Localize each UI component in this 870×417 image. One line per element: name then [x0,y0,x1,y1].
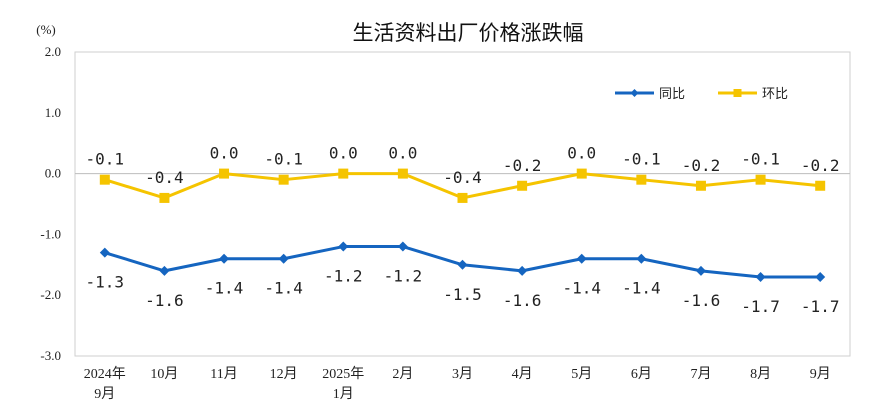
point-yoy [576,253,587,264]
point-yoy [99,247,110,258]
y-tick-label: -2.0 [40,287,61,302]
data-label: -1.4 [622,279,661,298]
point-yoy [159,265,170,276]
data-label: -1.4 [562,279,601,298]
point-mom [159,192,170,203]
plot-area [74,51,851,357]
data-label: -1.4 [264,279,303,298]
y-tick-label: 0.0 [45,166,61,181]
x-axis: 2024年 9月 10月 11月 12月 2025年 1月 2月 3月 4月 5月 6月 7月 8月 9月 [84,366,831,402]
point-mom [397,168,408,179]
data-label: -1.5 [443,285,482,304]
series-group [99,168,826,282]
point-mom [755,174,766,185]
y-tick-label: -1.0 [40,226,61,241]
point-mom [576,168,587,179]
x-tick-label: 7月 [690,366,711,382]
x-tick-label: 2024年 9月 [84,366,126,402]
data-label: -0.2 [801,156,840,175]
data-label: -0.4 [145,168,184,187]
x-tick-label: 11月 [210,366,237,382]
chart-title: 生活资料出厂价格涨跌幅 [353,21,584,45]
point-yoy [695,265,706,276]
point-yoy [517,265,528,276]
x-tick-label: 2月 [392,366,413,382]
point-yoy [219,253,230,264]
data-label: -1.7 [801,297,840,316]
point-mom [219,168,230,179]
point-yoy [278,253,289,264]
data-label: -1.6 [145,291,184,310]
data-label: -0.1 [741,150,780,169]
y-axis-unit: (%) [36,22,56,37]
point-mom [99,174,110,185]
data-label: -1.6 [682,291,721,310]
x-tick-label: 3月 [452,366,473,382]
x-tick-label: 10月 [150,366,178,382]
y-axis: 2.0 1.0 0.0 -1.0 -2.0 -3.0 [40,44,61,363]
legend-label: 同比 [659,87,685,102]
x-tick-label: 5月 [571,366,592,382]
data-label: 0.0 [567,144,596,163]
legend-label: 环比 [762,87,788,102]
data-label: -0.2 [682,156,721,175]
y-tick-label: 2.0 [45,44,61,59]
data-label: -1.7 [741,297,780,316]
point-yoy [338,241,349,252]
legend-marker [630,89,639,97]
point-mom [636,174,647,185]
data-label: -1.2 [384,267,423,286]
data-label: -0.1 [264,150,303,169]
x-tick-label: 4月 [512,366,533,382]
point-mom [457,192,468,203]
plot-border [74,51,851,357]
data-label: 0.0 [210,144,239,163]
x-tick-label: 12月 [270,366,298,382]
data-label: -0.1 [86,150,125,169]
legend: 同比 环比 [615,87,788,102]
point-mom [278,174,289,185]
data-label: -1.3 [86,273,125,292]
y-tick-label: 1.0 [45,105,61,120]
point-yoy [397,241,408,252]
point-mom [695,180,706,191]
point-mom [338,168,349,179]
data-labels: -1.3 -1.6 -1.4 -1.4 -1.2 -1.2 -1.5 -1.6 -1.4 -1.4… [86,144,840,316]
data-label: -1.6 [503,291,542,310]
x-tick-label: 9月 [810,366,831,382]
point-yoy [815,271,826,282]
legend-marker [733,89,742,97]
point-mom [815,180,826,191]
x-tick-label: 2025年 1月 [322,366,364,402]
point-yoy [457,259,468,270]
point-mom [517,180,528,191]
point-yoy [636,253,647,264]
data-label: -0.4 [443,168,482,187]
x-tick-label: 8月 [750,366,771,382]
y-tick-label: -3.0 [40,348,61,363]
data-label: -1.2 [324,267,363,286]
data-label: -0.1 [622,150,661,169]
point-yoy [755,271,766,282]
data-label: 0.0 [388,144,417,163]
data-label: -1.4 [205,279,244,298]
data-label: 0.0 [329,144,358,163]
x-tick-label: 6月 [631,366,652,382]
data-label: -0.2 [503,156,542,175]
